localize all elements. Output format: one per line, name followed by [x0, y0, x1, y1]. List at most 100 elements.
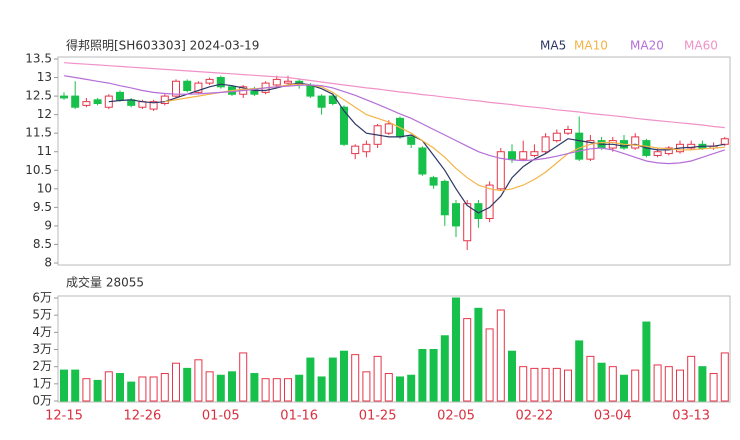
- candle-body: [485, 184, 494, 219]
- candle-body: [351, 145, 360, 155]
- candle-body: [60, 95, 68, 99]
- volume-bar: [160, 373, 169, 402]
- volume-bar: [698, 366, 707, 402]
- volume-bar: [664, 366, 673, 402]
- candle-body: [194, 82, 203, 93]
- legend-label: MA20: [630, 39, 664, 53]
- candle-body: [160, 95, 169, 105]
- x-tick-label: 03-13: [672, 409, 710, 424]
- volume-bar: [362, 371, 371, 402]
- candle-body: [519, 151, 528, 160]
- x-tick-label: 01-05: [202, 409, 240, 424]
- volume-bar: [250, 373, 259, 402]
- candle-body: [340, 106, 348, 145]
- volume-bar: [93, 379, 102, 402]
- volume-bar: [116, 373, 124, 402]
- volume-bar: [407, 374, 416, 402]
- volume-bar: [239, 352, 248, 402]
- candle-body: [463, 203, 472, 242]
- volume-bar: [205, 371, 214, 402]
- volume-bar: [508, 350, 516, 402]
- volume-bar: [608, 366, 617, 402]
- candle-body: [508, 151, 516, 160]
- y-tick-label: 6万: [32, 291, 52, 305]
- legend-label: MA10: [574, 39, 608, 53]
- volume-bar: [351, 354, 360, 402]
- candle-body: [384, 123, 393, 134]
- candle-body: [284, 80, 292, 84]
- candle-body: [149, 101, 158, 110]
- volume-bar: [71, 369, 80, 402]
- candle-body: [172, 80, 180, 97]
- legend-label: MA5: [540, 39, 566, 53]
- candle-body: [407, 136, 416, 145]
- candle-body: [216, 77, 225, 88]
- candle-body: [631, 136, 640, 149]
- volume-bar: [429, 349, 438, 402]
- candle-body: [93, 99, 102, 105]
- volume-bar: [452, 297, 460, 402]
- volume-bar: [474, 307, 483, 402]
- x-tick-label: 02-05: [437, 409, 475, 424]
- y-tick-label: 11.5: [25, 126, 52, 140]
- candle-body: [429, 177, 438, 186]
- volume-bar: [138, 376, 147, 402]
- y-tick-label: 9: [44, 218, 52, 232]
- candle-body: [317, 95, 326, 108]
- price-panel: [57, 56, 731, 266]
- volume-bar: [418, 349, 427, 402]
- candle-body: [71, 95, 80, 108]
- candle-body: [687, 143, 696, 149]
- volume-bar: [183, 367, 192, 402]
- candle-body: [116, 91, 124, 101]
- x-tick-label: 01-16: [280, 409, 318, 424]
- candle-body: [720, 138, 729, 145]
- volume-bar: [384, 373, 393, 402]
- y-tick-label: 13: [37, 70, 52, 84]
- candle-body: [575, 132, 584, 160]
- y-tick-label: 8.5: [33, 237, 52, 251]
- ma-line: [108, 82, 725, 214]
- volume-bar: [687, 355, 696, 402]
- ma-line: [164, 83, 725, 192]
- y-tick-label: 12: [37, 107, 52, 121]
- volume-bar: [396, 376, 404, 402]
- candle-body: [564, 128, 572, 134]
- candle-body: [362, 143, 371, 153]
- volume-bar: [216, 374, 225, 402]
- candle-body: [653, 151, 662, 156]
- volume-bar: [82, 378, 91, 402]
- volume-bar: [575, 340, 584, 402]
- volume-bar: [676, 369, 684, 402]
- volume-bar: [228, 371, 236, 402]
- y-tick-label: 4万: [32, 325, 52, 339]
- volume-bar: [261, 378, 270, 402]
- volume-bar: [194, 359, 203, 402]
- volume-bar: [373, 355, 382, 402]
- y-tick-label: 10.5: [25, 163, 52, 177]
- candle-body: [496, 151, 505, 190]
- y-tick-label: 2万: [32, 359, 52, 373]
- candle-body: [552, 132, 561, 142]
- ma-line: [63, 75, 725, 165]
- volume-bar: [172, 362, 180, 402]
- volume-bar: [149, 376, 158, 402]
- volume-panel: [57, 295, 731, 403]
- y-tick-label: 10: [37, 181, 52, 195]
- y-tick-label: 13.5: [25, 52, 52, 66]
- volume-bar: [552, 367, 561, 402]
- volume-bar: [104, 371, 113, 402]
- candle-body: [183, 80, 192, 92]
- volume-bar: [530, 367, 539, 402]
- volume-bar: [586, 355, 595, 402]
- volume-bar: [440, 335, 449, 402]
- ma-line: [63, 62, 725, 129]
- candle-body: [530, 151, 539, 156]
- volume-bar: [597, 362, 606, 402]
- y-tick-label: 1万: [32, 376, 52, 390]
- volume-bar: [631, 369, 640, 402]
- y-tick-label: 5万: [32, 308, 52, 322]
- volume-bar: [485, 328, 494, 402]
- candle-body: [82, 101, 91, 106]
- volume-bar: [709, 373, 718, 402]
